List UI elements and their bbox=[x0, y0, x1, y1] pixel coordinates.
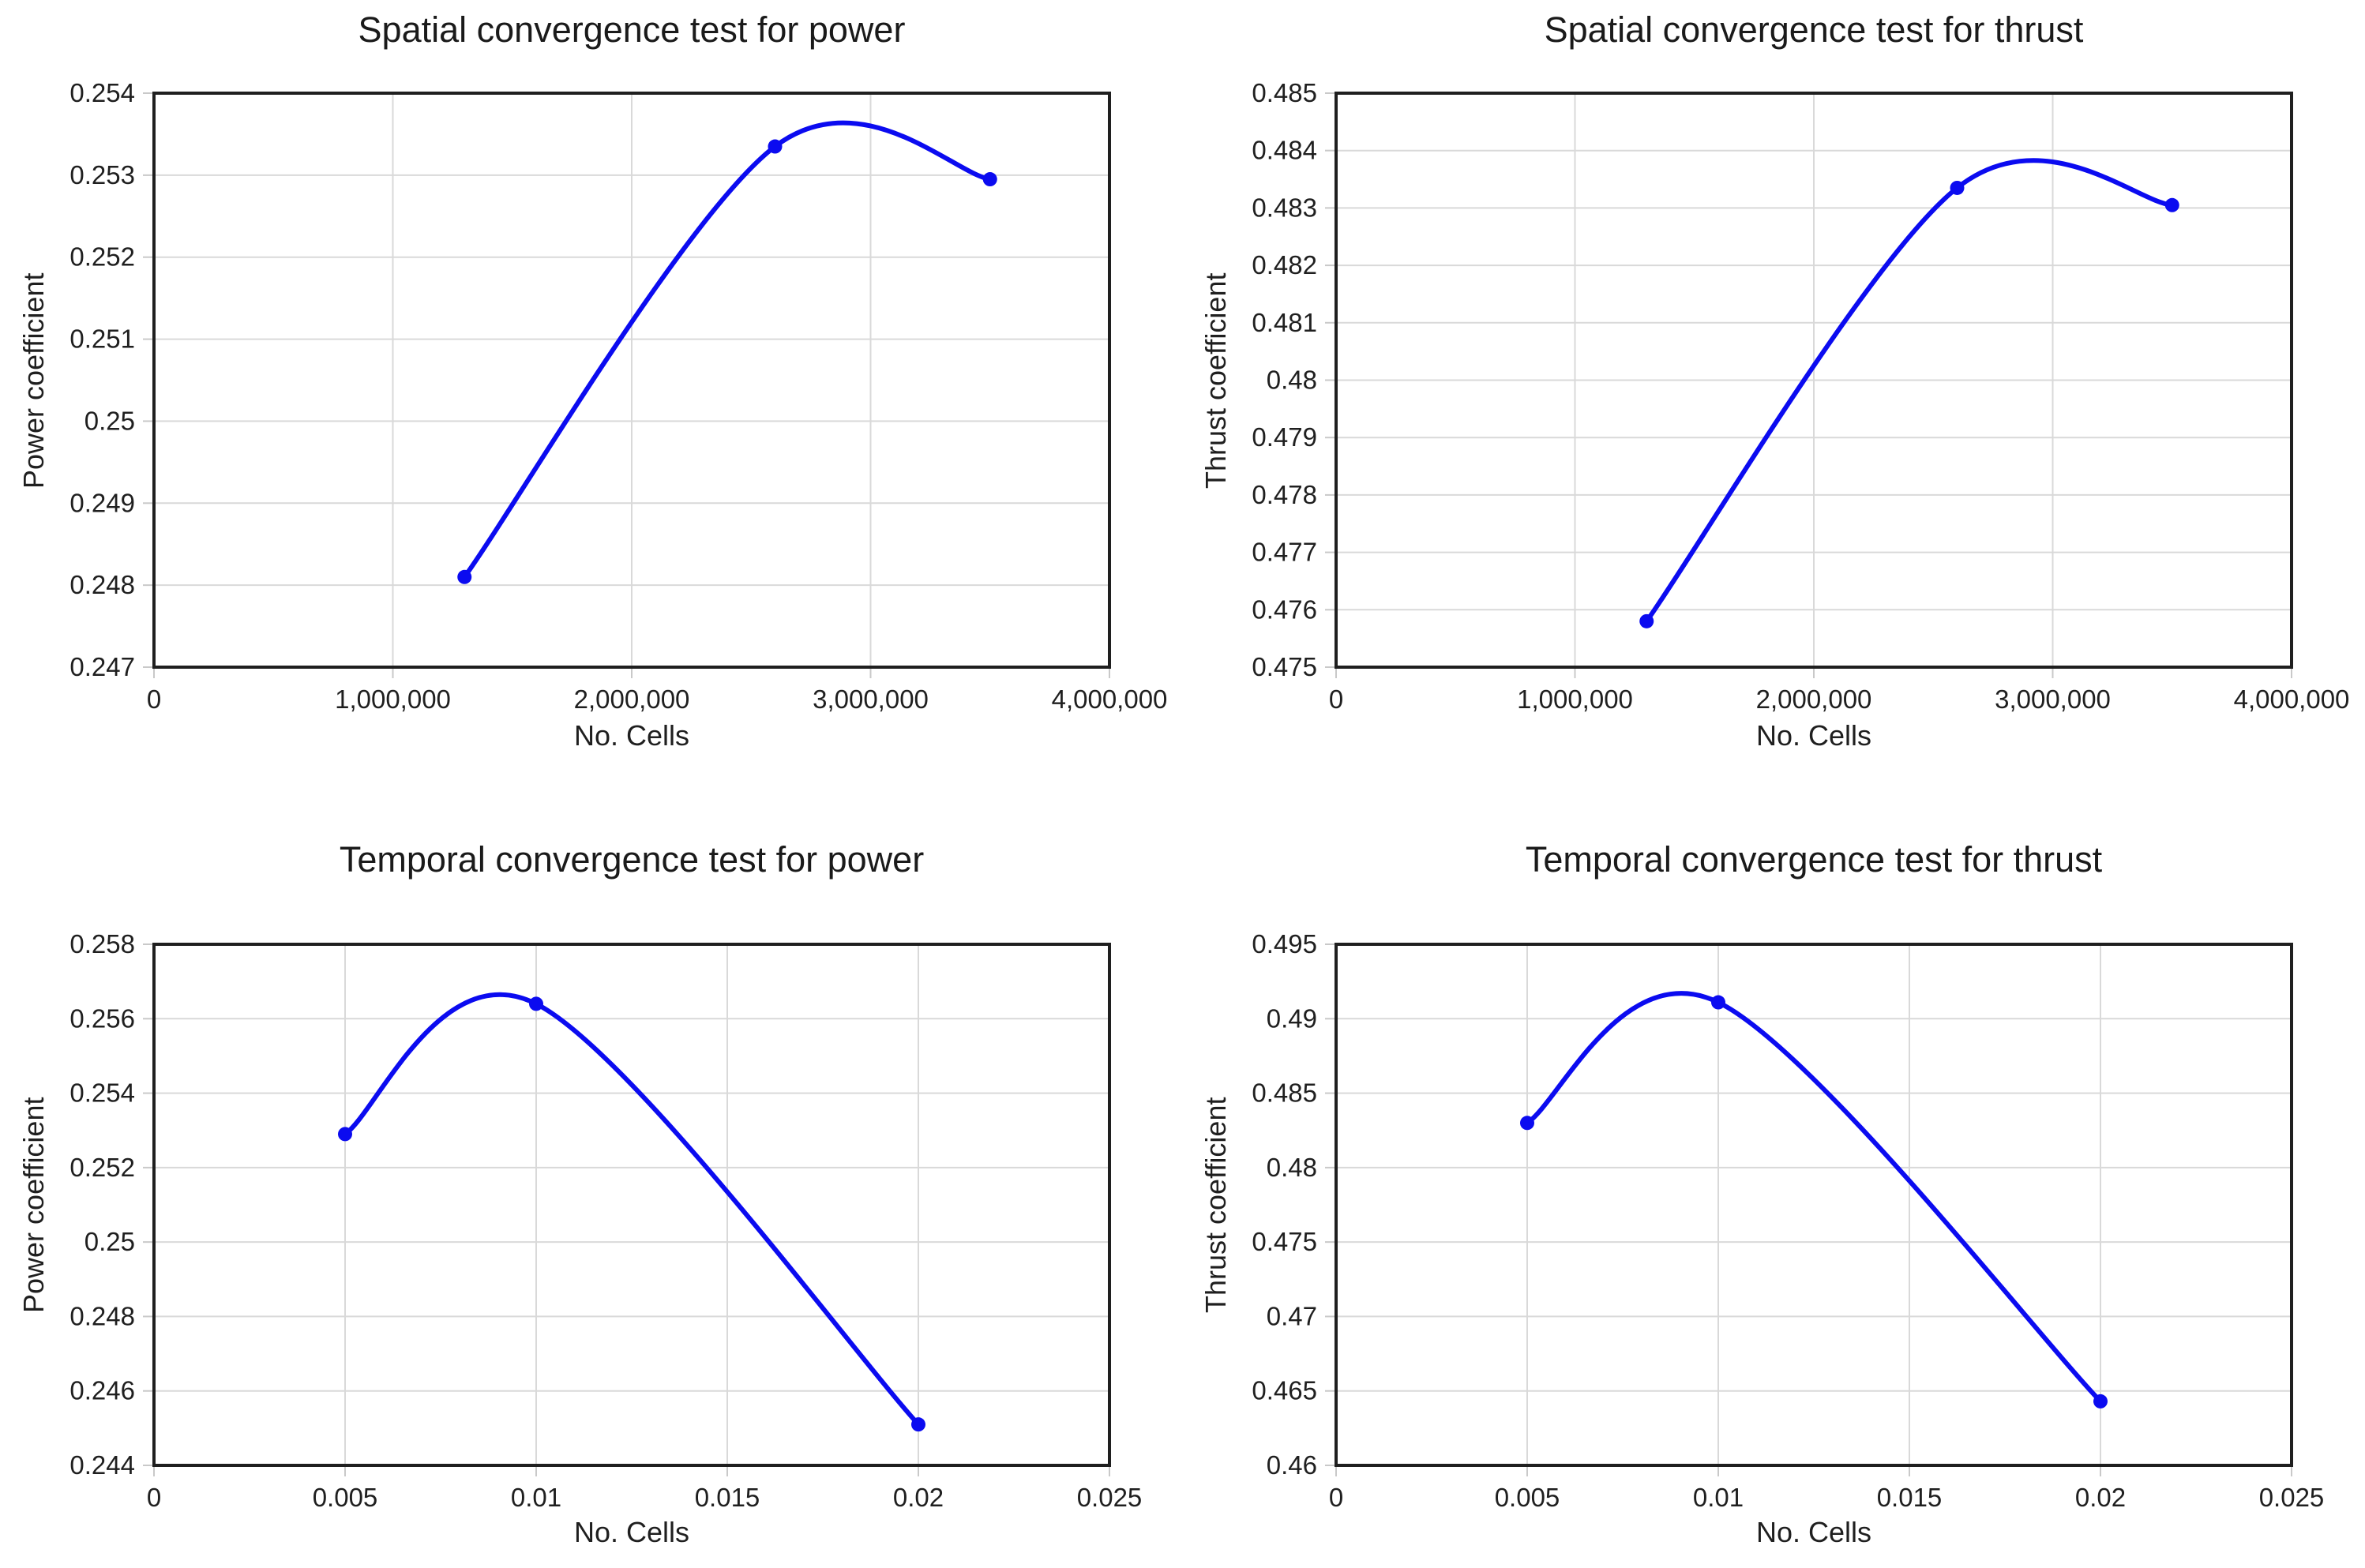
plot-canvas-spatial-power: 0.247 0.248 0.249 0.25 0.251 0.252 0.253 0.254 0… bbox=[69, 78, 1168, 714]
chart-temporal-power: 0.244 0.246 0.248 0.25 0.252 0.254 0.256 0.258 0… bbox=[0, 784, 1182, 1568]
x-tick-label: 0 bbox=[1329, 1483, 1343, 1512]
data-point-marker bbox=[457, 569, 472, 584]
x-tick-label: 3,000,000 bbox=[813, 685, 929, 714]
y-tick-label: 0.475 bbox=[1252, 652, 1317, 681]
y-tick-label: 0.25 bbox=[84, 1227, 135, 1256]
y-tick-label: 0.478 bbox=[1252, 480, 1317, 509]
y-tick-label: 0.482 bbox=[1252, 250, 1317, 279]
data-point-marker bbox=[911, 1417, 925, 1432]
plot-border bbox=[1335, 943, 2293, 1467]
plot-canvas-spatial-thrust: 0.475 0.476 0.477 0.478 0.479 0.48 0.481 0.482 0… bbox=[1252, 78, 2350, 714]
chart-temporal-thrust: 0.46 0.465 0.47 0.475 0.48 0.485 0.49 0.495 0 0.0… bbox=[1182, 784, 2365, 1568]
x-tick-label: 1,000,000 bbox=[335, 685, 451, 714]
data-point-marker bbox=[2164, 197, 2179, 212]
y-tick-label: 0.251 bbox=[69, 324, 135, 354]
x-tick-label: 0.005 bbox=[313, 1483, 378, 1512]
y-tick-label: 0.483 bbox=[1252, 193, 1317, 222]
y-tick-label: 0.244 bbox=[69, 1450, 135, 1480]
y-tick-label: 0.477 bbox=[1252, 538, 1317, 567]
x-tick-label: 0.005 bbox=[1495, 1483, 1560, 1512]
x-axis-title: No. Cells bbox=[573, 1516, 690, 1548]
data-point-marker bbox=[1639, 613, 1654, 628]
y-tick-label: 0.253 bbox=[69, 160, 135, 189]
y-tick-label: 0.249 bbox=[69, 488, 135, 517]
chart-title: Spatial convergence test for thrust bbox=[1544, 9, 2084, 50]
y-tick-label: 0.252 bbox=[69, 242, 135, 272]
data-point-marker bbox=[1711, 995, 1725, 1010]
y-tick-label: 0.247 bbox=[69, 652, 135, 681]
y-tick-label: 0.252 bbox=[69, 1153, 135, 1182]
y-tick-label: 0.475 bbox=[1252, 1227, 1317, 1256]
data-point-marker bbox=[2093, 1394, 2108, 1409]
x-tick-label: 4,000,000 bbox=[2234, 685, 2350, 714]
data-point-marker bbox=[338, 1127, 352, 1142]
y-tick-label: 0.248 bbox=[69, 570, 135, 599]
x-axis-title: No. Cells bbox=[1755, 1516, 1872, 1548]
x-tick-label: 0.02 bbox=[2075, 1483, 2126, 1512]
y-axis-title: Thrust coefficient bbox=[1199, 1097, 1232, 1313]
y-tick-label: 0.48 bbox=[1267, 366, 1317, 395]
plot-border bbox=[1335, 92, 2293, 669]
chart-title: Spatial convergence test for power bbox=[358, 9, 906, 50]
y-tick-label: 0.48 bbox=[1267, 1153, 1317, 1182]
y-tick-label: 0.254 bbox=[69, 78, 135, 107]
x-tick-label: 0 bbox=[147, 685, 161, 714]
y-tick-label: 0.49 bbox=[1267, 1003, 1317, 1033]
plot-border bbox=[152, 943, 1111, 1467]
y-tick-label: 0.25 bbox=[84, 406, 135, 435]
y-tick-label: 0.47 bbox=[1267, 1301, 1317, 1330]
y-tick-label: 0.258 bbox=[69, 929, 135, 958]
chart-title: Temporal convergence test for power bbox=[339, 839, 925, 880]
data-point-marker bbox=[1520, 1116, 1534, 1131]
y-tick-label: 0.256 bbox=[69, 1003, 135, 1033]
plot-border bbox=[152, 92, 1111, 669]
chart-spatial-thrust: 0.475 0.476 0.477 0.478 0.479 0.48 0.481 0.482 0… bbox=[1182, 0, 2365, 784]
y-tick-label: 0.476 bbox=[1252, 595, 1317, 624]
y-tick-label: 0.485 bbox=[1252, 1078, 1317, 1108]
plot-canvas-temporal-power: 0.244 0.246 0.248 0.25 0.252 0.254 0.256 0.258 0… bbox=[69, 929, 1143, 1512]
y-tick-label: 0.495 bbox=[1252, 929, 1317, 958]
data-point-marker bbox=[529, 996, 543, 1011]
x-tick-label: 0 bbox=[147, 1483, 161, 1512]
y-tick-label: 0.254 bbox=[69, 1078, 135, 1108]
x-tick-label: 3,000,000 bbox=[1995, 685, 2111, 714]
y-tick-label: 0.481 bbox=[1252, 308, 1317, 337]
x-tick-label: 0.01 bbox=[1693, 1483, 1744, 1512]
chart-spatial-power: 0.247 0.248 0.249 0.25 0.251 0.252 0.253 0.254 0… bbox=[0, 0, 1182, 784]
y-tick-label: 0.46 bbox=[1267, 1450, 1317, 1480]
y-axis-title: Power coefficient bbox=[17, 1097, 50, 1313]
y-tick-label: 0.465 bbox=[1252, 1376, 1317, 1405]
x-tick-label: 2,000,000 bbox=[574, 685, 690, 714]
y-tick-label: 0.484 bbox=[1252, 136, 1317, 165]
y-tick-label: 0.246 bbox=[69, 1376, 135, 1405]
data-point-marker bbox=[982, 172, 997, 187]
series-line bbox=[462, 120, 993, 580]
x-axis-title: No. Cells bbox=[1755, 719, 1872, 752]
x-axis-title: No. Cells bbox=[573, 719, 690, 752]
series-line bbox=[1525, 991, 2103, 1404]
y-tick-label: 0.479 bbox=[1252, 422, 1317, 452]
x-tick-label: 4,000,000 bbox=[1052, 685, 1168, 714]
chart-title: Temporal convergence test for thrust bbox=[1525, 839, 2103, 880]
y-tick-label: 0.485 bbox=[1252, 78, 1317, 107]
x-tick-label: 0.01 bbox=[511, 1483, 561, 1512]
plot-canvas-temporal-thrust: 0.46 0.465 0.47 0.475 0.48 0.485 0.49 0.495 0 0.0… bbox=[1252, 929, 2325, 1512]
x-tick-label: 1,000,000 bbox=[1517, 685, 1633, 714]
x-tick-label: 0 bbox=[1329, 685, 1343, 714]
y-axis-title: Power coefficient bbox=[17, 272, 50, 490]
x-tick-label: 0.025 bbox=[2259, 1483, 2325, 1512]
x-tick-label: 0.025 bbox=[1077, 1483, 1143, 1512]
x-tick-label: 2,000,000 bbox=[1756, 685, 1872, 714]
series-line bbox=[343, 992, 921, 1427]
x-tick-label: 0.02 bbox=[893, 1483, 944, 1512]
x-tick-label: 0.015 bbox=[695, 1483, 760, 1512]
series-line bbox=[1644, 158, 2175, 624]
x-tick-label: 0.015 bbox=[1877, 1483, 1943, 1512]
y-axis-title: Thrust coefficient bbox=[1199, 272, 1232, 490]
data-point-marker bbox=[1950, 180, 1965, 195]
data-point-marker bbox=[768, 139, 783, 154]
y-tick-label: 0.248 bbox=[69, 1301, 135, 1330]
